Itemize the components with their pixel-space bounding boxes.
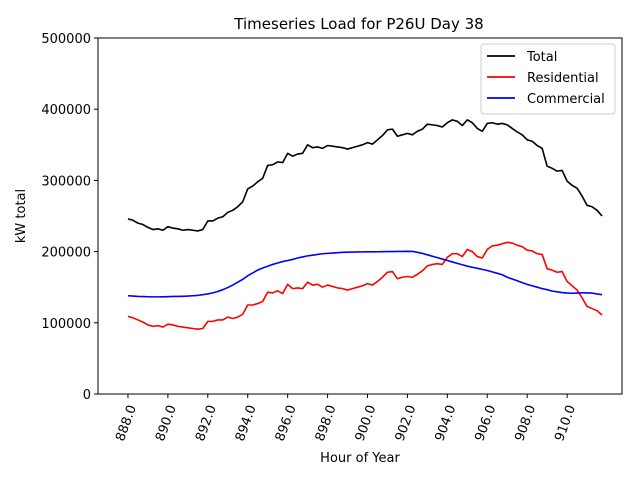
y-tick-label: 500000 <box>41 32 91 47</box>
legend-label-total: Total <box>526 50 557 65</box>
y-tick-label: 400000 <box>41 103 91 118</box>
y-tick-label: 0 <box>83 388 91 403</box>
series-lines <box>127 119 603 331</box>
legend-box <box>480 43 616 115</box>
legend-label-residential: Residential <box>527 71 599 86</box>
x-axis-label: Hour of Year <box>320 451 400 466</box>
y-axis-label: kW total <box>14 189 29 243</box>
legend: Total Residential Commercial <box>480 43 616 115</box>
y-axis-ticks: 0 100000 200000 300000 400000 500000 <box>41 32 98 403</box>
y-tick-label: 100000 <box>41 317 91 332</box>
legend-label-commercial: Commercial <box>527 92 605 107</box>
y-tick-label: 300000 <box>41 174 91 189</box>
chart-title: Timeseries Load for P26U Day 38 <box>233 15 483 33</box>
series-line-residential <box>127 241 603 331</box>
series-line-commercial <box>127 250 603 298</box>
axes-frame <box>97 37 623 395</box>
y-tick-label: 200000 <box>41 246 91 261</box>
series-line-total <box>127 119 603 232</box>
